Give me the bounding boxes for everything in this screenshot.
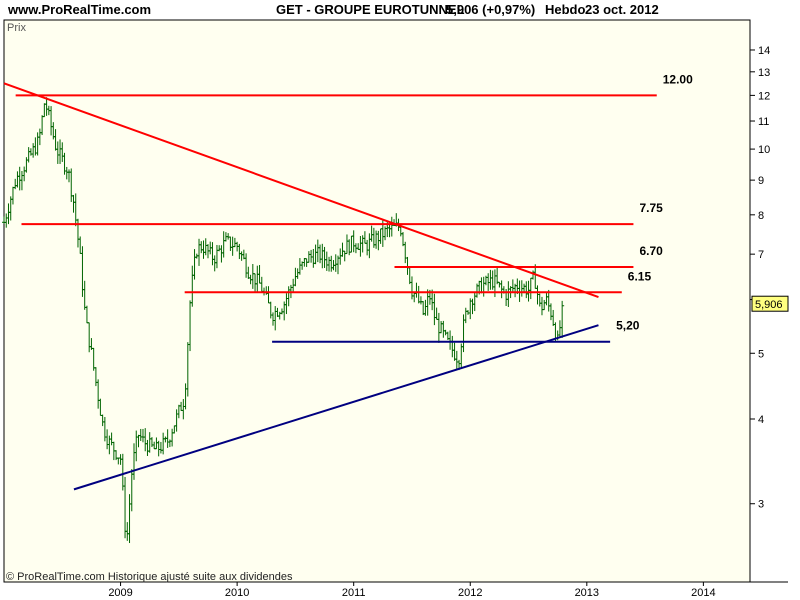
y-tick-label: 5 [758, 348, 764, 360]
trendlines [3, 82, 599, 491]
x-tick-label: 2010 [225, 587, 249, 599]
x-axis: 2009 2010 2011 2012 2013 2014 [4, 581, 788, 599]
price-bars [2, 97, 565, 544]
date-label: 23 oct. 2012 [585, 2, 659, 17]
level-label: 12.00 [663, 72, 693, 86]
x-tick-label: 2012 [458, 587, 482, 599]
plot-area [3, 19, 751, 583]
y-tick-label: 12 [758, 90, 770, 102]
last-price-badge: 5,906 [751, 295, 789, 312]
last-price-box [751, 295, 789, 312]
x-tick-label: 2009 [108, 587, 132, 599]
y-tick-label: 9 [758, 175, 764, 187]
chart-title: GET - GROUPE EUROTUNNEL [276, 2, 465, 17]
y-tick-label: 11 [758, 116, 769, 128]
level-label: 6.15 [628, 269, 652, 283]
footer-note: © ProRealTime.com Historique ajusté suit… [6, 571, 293, 583]
y-axis: 3 4 5 7 8 9 10 11 12 13 14 [750, 45, 770, 511]
level-label: 7.75 [639, 201, 663, 215]
y-tick-label: 14 [758, 45, 770, 57]
last-price-label: 5,906 [755, 299, 783, 311]
site-url[interactable]: www.ProRealTime.com [7, 2, 151, 17]
trendline-resistance [3, 82, 599, 299]
period-label: Hebdo [545, 2, 586, 17]
horizontal-levels: 12.00 7.75 6.70 6.15 5,20 [15, 72, 693, 343]
trendline-support [73, 324, 599, 491]
y-tick-label: 4 [758, 414, 764, 426]
y-tick-label: 7 [758, 249, 764, 261]
y-tick-label: 10 [758, 144, 770, 156]
level-label: 5,20 [616, 319, 640, 333]
quote-value: 5,906 (+0,97%) [446, 2, 535, 17]
panel-label: Prix [7, 22, 26, 34]
x-tick-label: 2013 [575, 587, 599, 599]
x-tick-label: 2014 [691, 587, 715, 599]
y-tick-label: 8 [758, 210, 764, 222]
level-label: 6.70 [639, 244, 663, 258]
y-tick-label: 13 [758, 67, 770, 79]
x-tick-label: 2011 [342, 587, 366, 599]
y-tick-label: 3 [758, 499, 764, 511]
